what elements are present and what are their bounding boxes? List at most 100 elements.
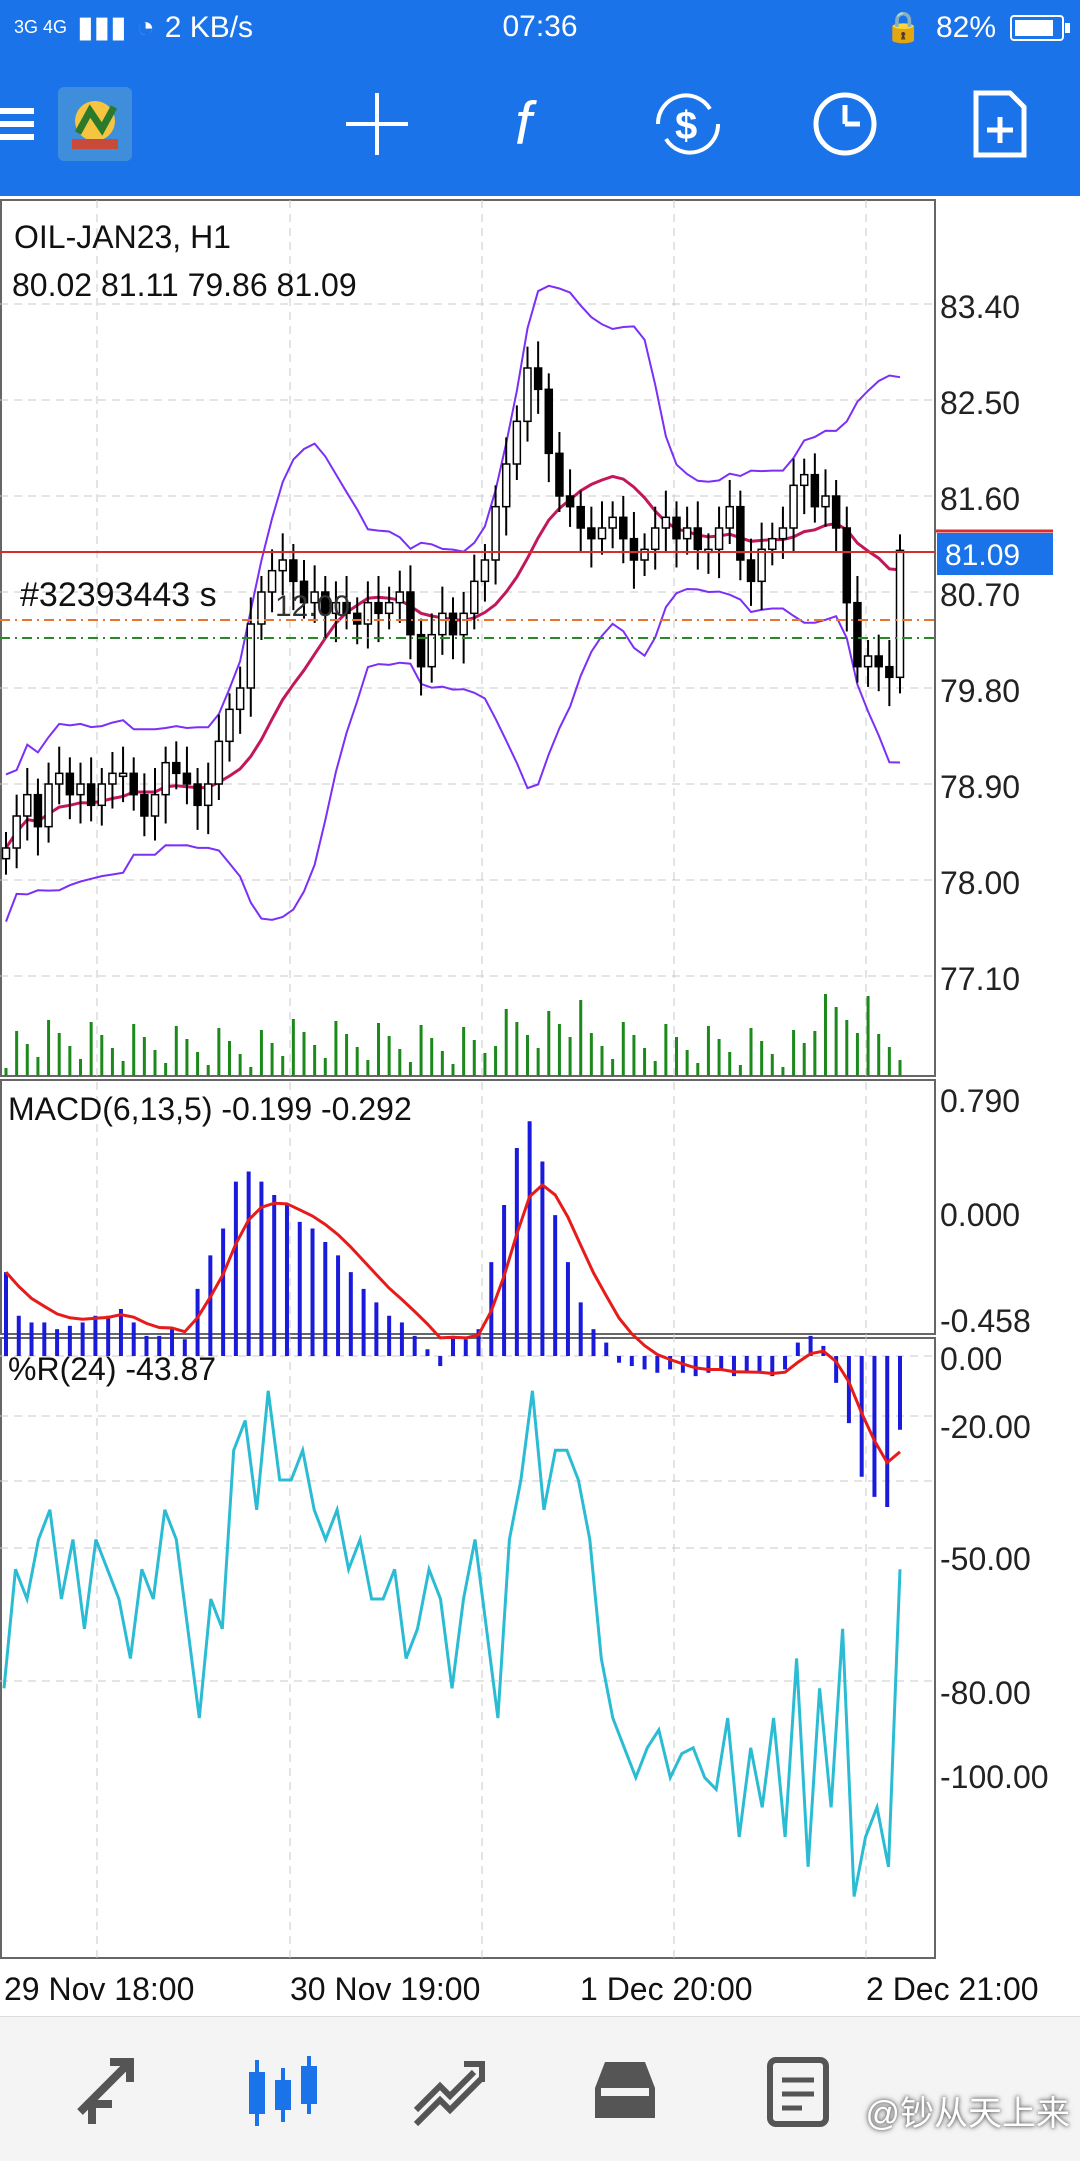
upper-band [5,284,901,776]
candle-body [640,548,649,561]
timeframe-icon[interactable] [805,84,885,164]
candle-body [778,527,788,540]
candle-body [97,783,107,807]
candle-body [714,527,724,551]
candle-body [172,761,181,775]
candle-body [650,527,660,551]
candle-body [874,655,883,668]
candle-body [693,527,703,551]
candle-body [86,783,96,807]
crosshair-icon[interactable] [337,84,417,164]
candle-body [448,612,458,636]
candle-body [193,783,202,807]
battery-percent: 82% [935,10,996,44]
chart-area[interactable]: #32393443 s 12.00 81.09 83.40 82.50 81.6… [0,196,1080,2016]
wpr-tick: -20.00 [940,1409,1031,1445]
svg-text:f: f [515,90,537,157]
price-tick: 77.10 [940,961,1020,997]
history-icon[interactable] [580,2047,670,2137]
network-indicator: 3G 4G [14,17,68,37]
order-overlap-text: 12.00 [275,590,350,623]
menu-icon[interactable] [0,84,62,164]
app-logo[interactable] [55,84,135,164]
candle-body [672,516,681,540]
candle-body [768,537,777,551]
candle-body [895,549,905,679]
candle-body [853,601,862,668]
price-tick: 81.60 [940,481,1020,517]
candle-body [384,601,394,615]
signal-icon: ▮▮▮ [77,11,127,44]
candle-body [565,495,575,508]
candle-body [76,783,85,796]
wifi-icon: ◔ [136,10,155,44]
svg-text:$: $ [675,104,697,148]
candle-body [470,580,479,615]
candle-body [65,772,75,796]
time-label: 1 Dec 20:00 [580,1971,753,2007]
chart-icon[interactable] [238,2047,328,2137]
candle-body [533,367,543,391]
candle-body [416,633,426,668]
macd-tick: 0.000 [940,1197,1020,1233]
macd-panel-border [0,1079,936,1335]
candle-body [501,463,511,508]
candle-body [523,367,532,423]
candle-body [246,623,256,689]
candle-body [619,516,628,540]
candle-body [863,655,873,668]
candle-body [406,591,415,636]
candle-body [459,612,468,636]
indicators-icon[interactable]: f [492,84,572,164]
status-right: 🔒 82% [885,10,1070,45]
news-icon[interactable] [755,2047,845,2137]
battery-icon [1010,14,1070,41]
candle-body [587,527,596,540]
quotes-icon[interactable] [65,2047,155,2137]
price-tick: 80.70 [940,577,1020,613]
candle-body [225,708,234,743]
candle-body [842,527,852,604]
new-order-icon[interactable] [960,84,1040,164]
status-left: 3G 4G ▮▮▮ ◔ 2 KB/s [14,10,253,45]
candle-body [342,601,351,615]
candle-body [44,783,53,828]
candle-body [23,793,32,817]
candle-body [597,527,607,540]
candle-body [544,388,554,455]
candle-body [108,772,117,785]
candle-body [810,473,820,508]
candle-body [203,783,213,807]
candle-body [799,473,809,487]
macd-indicator [4,1121,902,1507]
candle-body [352,612,362,625]
price-tick: 82.50 [940,385,1020,421]
candle-body [331,601,341,615]
status-bar: 3G 4G ▮▮▮ ◔ 2 KB/s 07:36 🔒 82% [0,0,1080,56]
candle-body [746,559,756,583]
candle-body [576,505,585,529]
candle-body [512,420,522,465]
order-label: #32393443 s [20,576,217,614]
candle-body [299,580,309,604]
lower-band [5,587,901,922]
macd-tick: 0.790 [940,1083,1020,1119]
candle-body [161,761,170,796]
candle-body [725,505,734,529]
price-tick: 78.90 [940,769,1020,805]
clock: 07:36 [502,10,578,43]
candle-body [555,452,564,497]
candle-body [289,559,298,583]
top-toolbar: f $ [0,56,1080,196]
candle-body [140,793,149,817]
williams-r-indicator [2,1390,902,1897]
chart-canvas[interactable]: #32393443 s 12.00 81.09 83.40 82.50 81.6… [0,196,1080,2016]
macd-signal-line [4,1183,901,1465]
trade-nav-icon[interactable] [405,2047,495,2137]
trade-icon[interactable]: $ [648,84,728,164]
candle-body [267,569,277,593]
wpr-tick: -100.00 [940,1759,1049,1795]
candle-body [1,847,11,860]
watermark: @钞从天上来 [865,2095,1070,2133]
candle-body [310,591,319,604]
